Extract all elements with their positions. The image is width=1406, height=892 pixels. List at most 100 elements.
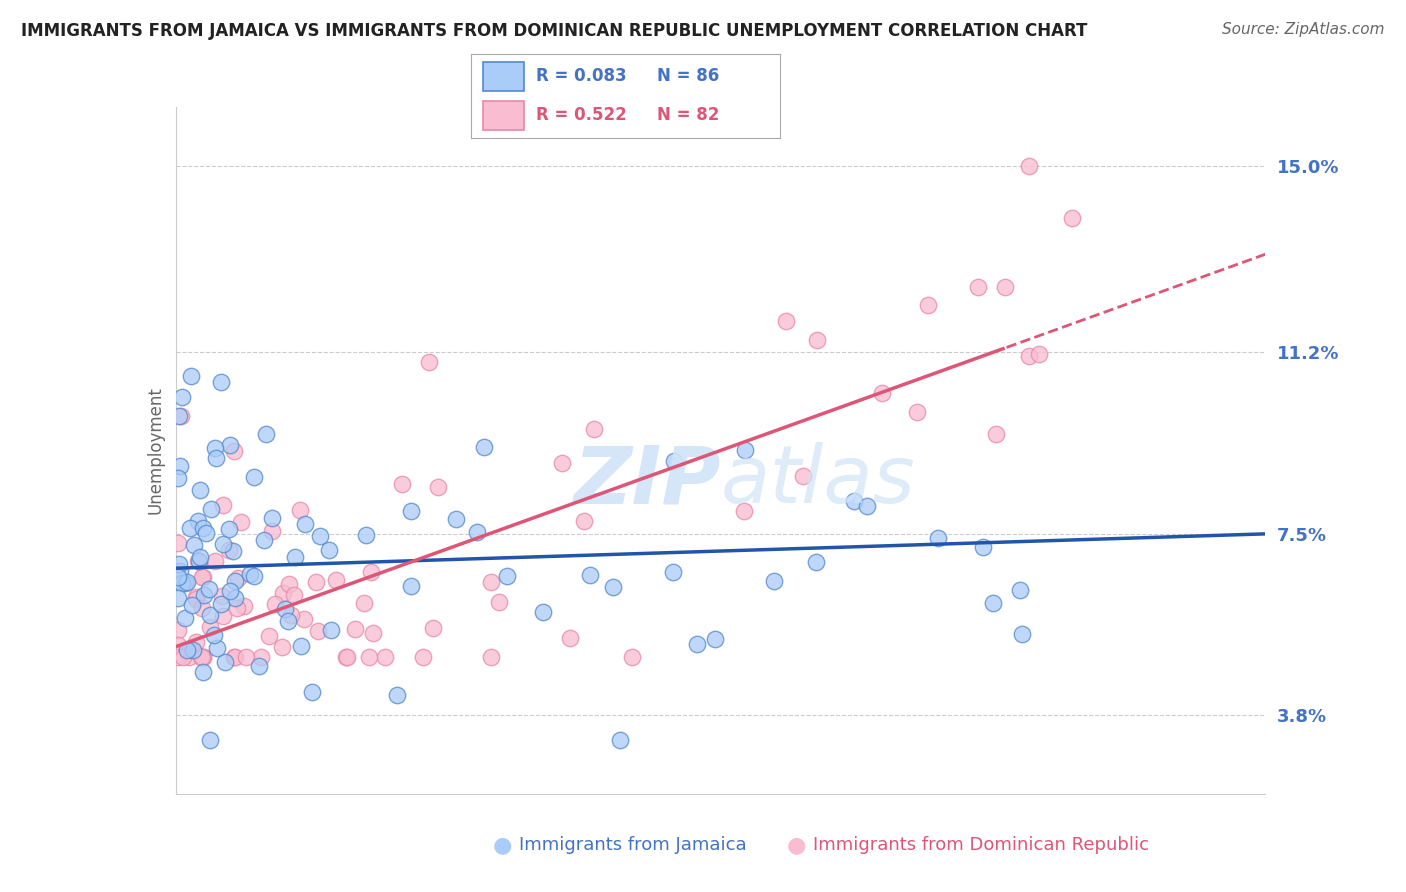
Point (235, 649, 257, 664)
Point (169, 459, 191, 474)
Point (191, 521, 214, 535)
Text: R = 0.522: R = 0.522 (536, 106, 627, 124)
Point (167, 591, 190, 606)
Point (204, 442, 226, 456)
Point (181, 598, 204, 612)
Point (662, 454, 685, 468)
Point (465, 525, 488, 540)
Point (225, 601, 247, 615)
Point (775, 314, 797, 328)
Point (301, 684, 323, 698)
Text: atlas: atlas (721, 442, 915, 520)
Point (167, 569, 190, 583)
Point (283, 588, 305, 602)
Point (188, 550, 211, 565)
Point (986, 427, 1008, 442)
Point (218, 542, 240, 557)
Point (186, 592, 208, 607)
Point (572, 514, 595, 528)
Point (444, 512, 467, 526)
Point (204, 450, 226, 465)
Point (167, 638, 190, 652)
Point (401, 504, 423, 518)
Point (560, 631, 582, 645)
Point (167, 649, 190, 664)
Text: R = 0.083: R = 0.083 (536, 68, 627, 86)
Point (550, 456, 572, 470)
Point (172, 649, 194, 664)
Point (167, 624, 190, 638)
Point (579, 568, 602, 582)
Point (222, 544, 245, 558)
Point (253, 533, 276, 547)
Point (292, 612, 315, 626)
Text: Source: ZipAtlas.com: Source: ZipAtlas.com (1222, 22, 1385, 37)
Point (170, 575, 193, 590)
Point (290, 639, 312, 653)
Point (167, 536, 190, 550)
Y-axis label: Unemployment: Unemployment (146, 386, 165, 515)
Point (211, 589, 233, 603)
Point (183, 538, 205, 552)
Point (262, 510, 284, 524)
Point (224, 591, 246, 606)
Point (374, 649, 396, 664)
Point (806, 333, 828, 347)
Point (198, 733, 221, 747)
Point (967, 280, 990, 294)
Point (870, 385, 893, 400)
Point (274, 602, 297, 616)
Point (305, 574, 328, 589)
Point (173, 575, 195, 590)
Point (280, 608, 302, 623)
Text: IMMIGRANTS FROM JAMAICA VS IMMIGRANTS FROM DOMINICAN REPUBLIC UNEMPLOYMENT CORRE: IMMIGRANTS FROM JAMAICA VS IMMIGRANTS FR… (21, 22, 1087, 40)
Point (180, 368, 202, 383)
Point (308, 529, 330, 543)
Point (202, 628, 225, 642)
Point (734, 503, 756, 517)
Point (426, 480, 449, 494)
Point (353, 596, 375, 610)
Bar (484, 62, 523, 91)
Point (256, 427, 278, 442)
Point (239, 567, 262, 582)
Point (278, 577, 301, 591)
Point (273, 586, 295, 600)
Point (207, 641, 229, 656)
Point (488, 595, 510, 609)
Text: Immigrants from Jamaica: Immigrants from Jamaica (519, 837, 747, 855)
Point (190, 649, 212, 664)
Point (195, 525, 218, 540)
Point (983, 596, 1005, 610)
Point (247, 659, 270, 673)
Point (169, 409, 191, 423)
Point (1018, 349, 1040, 363)
Point (993, 280, 1015, 294)
Point (361, 626, 384, 640)
Point (200, 502, 222, 516)
Point (270, 640, 292, 654)
Point (294, 516, 316, 531)
Point (209, 375, 232, 389)
Point (1008, 582, 1031, 597)
Point (1011, 626, 1033, 640)
Text: Immigrants from Dominican Republic: Immigrants from Dominican Republic (813, 837, 1149, 855)
Point (198, 620, 221, 634)
Point (231, 516, 253, 530)
Point (842, 494, 865, 508)
Point (193, 588, 215, 602)
Text: ZIP: ZIP (574, 442, 721, 520)
Point (232, 599, 254, 613)
Point (257, 629, 280, 643)
Point (218, 584, 240, 599)
Point (662, 565, 685, 579)
Point (218, 522, 240, 536)
Point (360, 566, 382, 580)
Point (181, 643, 204, 657)
Point (176, 574, 198, 589)
Text: N = 82: N = 82 (657, 106, 718, 124)
Point (856, 499, 879, 513)
Point (250, 649, 273, 664)
Point (319, 623, 342, 637)
Point (188, 554, 211, 568)
